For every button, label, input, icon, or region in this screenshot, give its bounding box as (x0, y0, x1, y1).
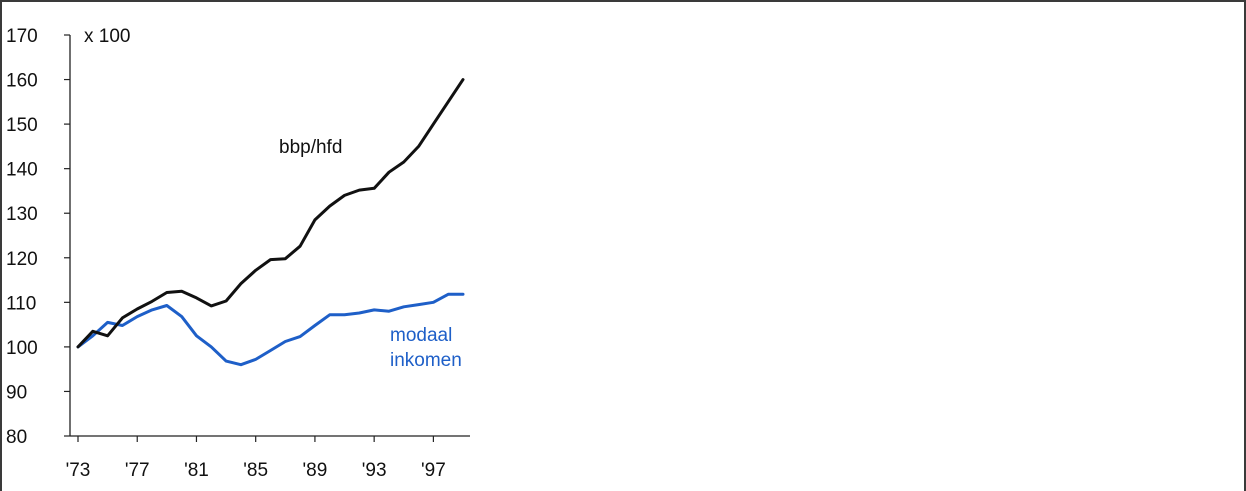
x-tick-label: '97 (421, 460, 446, 481)
y-tick-label: 140 (6, 160, 38, 181)
y-tick-label: 130 (6, 204, 38, 225)
x-tick-label: '89 (303, 460, 328, 481)
series-line-bbp-hfd (76, 78, 465, 349)
y-tick-label: 100 (6, 338, 38, 359)
series-label-modaal-inkomen-line1: modaal (390, 325, 452, 346)
series-line-modaal-inkomen (76, 292, 465, 367)
unit-label: x 100 (84, 26, 130, 47)
y-tick-label: 80 (6, 427, 27, 448)
y-tick-label: 170 (6, 26, 38, 47)
y-tick-label: 150 (6, 115, 38, 136)
y-tick-label: 160 (6, 71, 38, 92)
x-tick-label: '93 (362, 460, 387, 481)
chart-labels: x 100 bbp/hfd modaal inkomen (84, 26, 462, 371)
y-tick-label: 110 (6, 293, 36, 314)
x-tick-label: '73 (66, 460, 91, 481)
chart-axes (69, 35, 470, 437)
series-label-bbp-hfd: bbp/hfd (279, 137, 342, 158)
x-tick-label: '85 (243, 460, 268, 481)
y-tick-label: 90 (6, 382, 27, 403)
y-tick-label: 120 (6, 249, 38, 270)
series-label-modaal-inkomen-line2: inkomen (390, 350, 462, 371)
chart-series (76, 78, 465, 367)
x-tick-label: '77 (125, 460, 150, 481)
chart-ticks: 80 90 100 110 120 130 140 150 160 170 '73 '77 '81 '85… (6, 26, 446, 481)
x-tick-label: '81 (184, 460, 209, 481)
